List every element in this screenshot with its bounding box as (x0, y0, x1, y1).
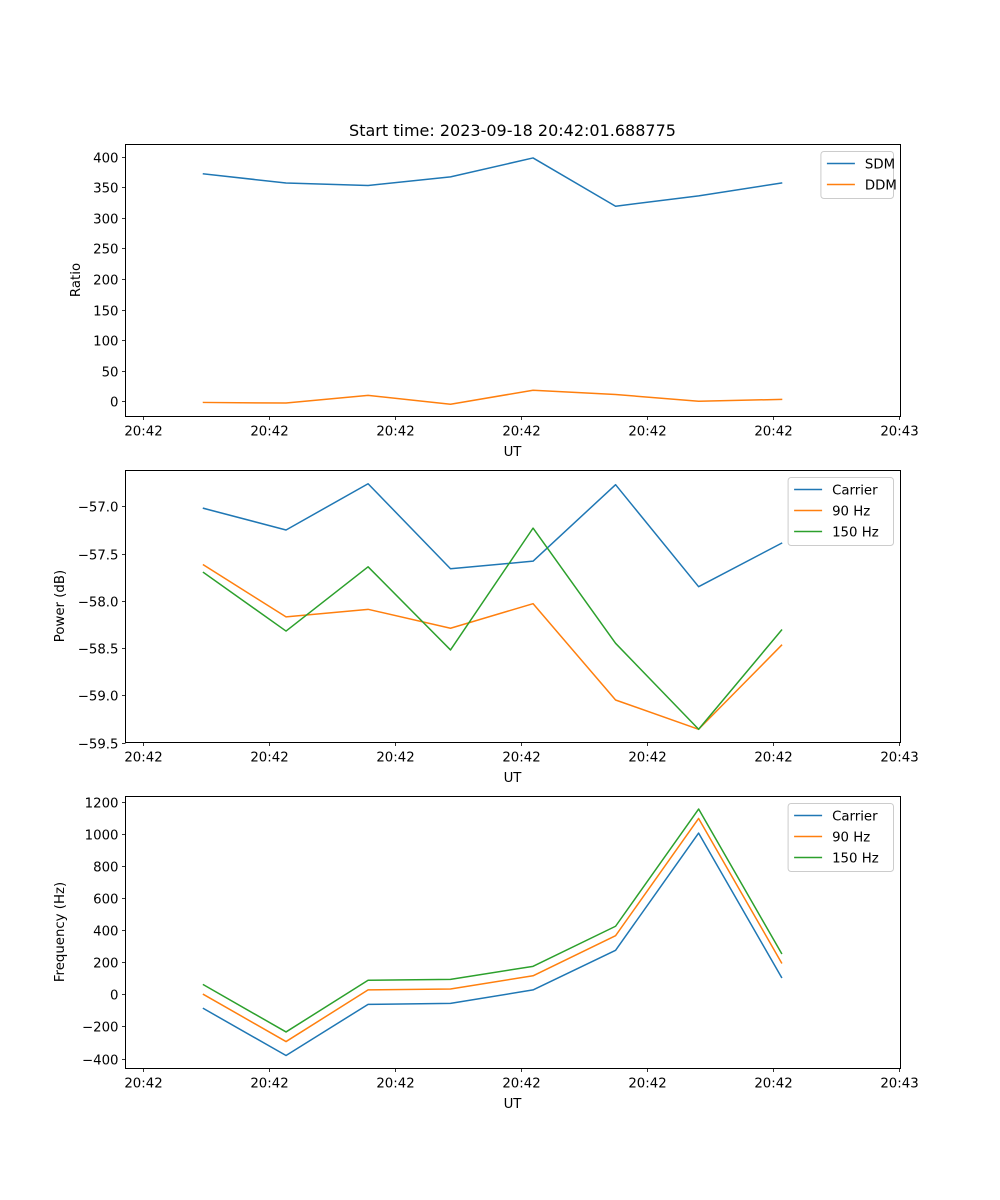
y-tick-label: 200 (93, 273, 118, 288)
y-tick-label: 400 (93, 151, 118, 166)
x-tick-label: 20:42 (628, 751, 666, 766)
y-tick-label: −58.5 (78, 642, 119, 657)
plot-lines (202, 482, 783, 731)
legend-box (787, 803, 894, 872)
series-line-150-hz (202, 808, 783, 1033)
x-tick-label: 20:42 (250, 751, 288, 766)
x-tick-label: 20:43 (880, 425, 918, 440)
y-tick-label: −200 (82, 1020, 119, 1035)
panel-ratio: Start time: 2023-09-18 20:42:01.688775 2… (69, 121, 919, 460)
x-tick-label: 20:42 (376, 751, 414, 766)
axes-frame (125, 470, 901, 743)
legend-label: 90 Hz (832, 505, 870, 520)
y-tick-label: 250 (93, 242, 118, 257)
series-line-carrier (202, 832, 783, 1057)
legend: SDM DDM (820, 151, 897, 199)
x-axis: 20:42 20:42 20:42 20:42 20:42 20:42 20:43 (124, 1068, 919, 1092)
x-tick-label: 20:42 (250, 1077, 288, 1092)
y-tick-label: −57.0 (78, 500, 119, 515)
y-tick-label: 100 (93, 334, 118, 349)
legend-label: DDM (865, 179, 897, 194)
y-tick-label: −57.5 (78, 548, 119, 563)
legend-label: Carrier (832, 484, 878, 499)
y-tick-label: −59.5 (78, 737, 119, 752)
panel-frequency: 20:42 20:42 20:42 20:42 20:42 20:42 20:43 −400… (53, 796, 919, 1112)
axes-frame (125, 144, 901, 417)
x-tick-label: 20:42 (376, 1077, 414, 1092)
x-tick-label: 20:42 (376, 425, 414, 440)
x-tick-label: 20:42 (124, 425, 162, 440)
y-tick-label: 350 (93, 181, 118, 196)
x-tick-label: 20:42 (628, 1077, 666, 1092)
plot-lines (202, 808, 783, 1057)
legend: Carrier 90 Hz 150 Hz (787, 803, 894, 872)
axes-frame (125, 796, 901, 1069)
x-tick-label: 20:42 (502, 1077, 540, 1092)
plot-lines (202, 157, 783, 406)
y-tick-label: 600 (93, 892, 118, 907)
y-tick-label: −59.0 (78, 689, 119, 704)
series-line-150-hz (202, 527, 783, 731)
y-tick-label: −400 (82, 1053, 119, 1068)
legend-label: SDM (865, 158, 895, 173)
y-tick-label: 800 (93, 860, 118, 875)
y-tick-label: 1000 (85, 828, 119, 843)
x-tick-label: 20:43 (880, 751, 918, 766)
legend-label: Carrier (832, 810, 878, 825)
y-tick-label: 0 (110, 395, 118, 410)
y-axis: 0 50 100 150 200 250 300 350 400 (93, 151, 126, 410)
y-axis: −59.5 −59.0 −58.5 −58.0 −57.5 −57.0 (78, 500, 126, 752)
x-tick-label: 20:43 (880, 1077, 918, 1092)
y-tick-label: 300 (93, 212, 118, 227)
x-tick-label: 20:42 (754, 751, 792, 766)
series-line-90-hz (202, 817, 783, 1043)
legend-label: 150 Hz (832, 852, 879, 867)
series-line-ddm (202, 389, 783, 406)
series-line-sdm (202, 157, 783, 207)
y-axis-label: Frequency (Hz) (53, 882, 68, 982)
x-axis: 20:42 20:42 20:42 20:42 20:42 20:42 20:43 (124, 416, 919, 440)
x-tick-label: 20:42 (628, 425, 666, 440)
legend-box (787, 477, 894, 546)
x-axis-label: UT (504, 771, 523, 786)
y-tick-label: 0 (110, 988, 118, 1003)
series-line-90-hz (202, 563, 783, 731)
x-axis: 20:42 20:42 20:42 20:42 20:42 20:42 20:43 (124, 742, 919, 766)
legend: Carrier 90 Hz 150 Hz (787, 477, 894, 546)
legend-label: 150 Hz (832, 526, 879, 541)
y-tick-label: 400 (93, 924, 118, 939)
y-tick-label: 1200 (85, 796, 119, 811)
y-axis: −400 −200 0 200 400 600 800 1000 1200 (82, 796, 126, 1068)
y-axis-label: Power (dB) (53, 570, 68, 642)
x-tick-label: 20:42 (250, 425, 288, 440)
legend-label: 90 Hz (832, 831, 870, 846)
x-tick-label: 20:42 (502, 425, 540, 440)
chart-title: Start time: 2023-09-18 20:42:01.688775 (349, 121, 676, 140)
x-axis-label: UT (504, 1097, 523, 1112)
x-tick-label: 20:42 (124, 751, 162, 766)
x-tick-label: 20:42 (754, 425, 792, 440)
y-tick-label: 150 (93, 304, 118, 319)
y-tick-label: 50 (102, 365, 119, 380)
y-tick-label: 200 (93, 956, 118, 971)
panel-power: 20:42 20:42 20:42 20:42 20:42 20:42 20:43 −59.… (53, 470, 919, 786)
x-tick-label: 20:42 (502, 751, 540, 766)
y-tick-label: −58.0 (78, 595, 119, 610)
x-axis-label: UT (504, 445, 523, 460)
x-tick-label: 20:42 (124, 1077, 162, 1092)
series-line-carrier (202, 482, 783, 588)
x-tick-label: 20:42 (754, 1077, 792, 1092)
y-axis-label: Ratio (69, 263, 84, 297)
